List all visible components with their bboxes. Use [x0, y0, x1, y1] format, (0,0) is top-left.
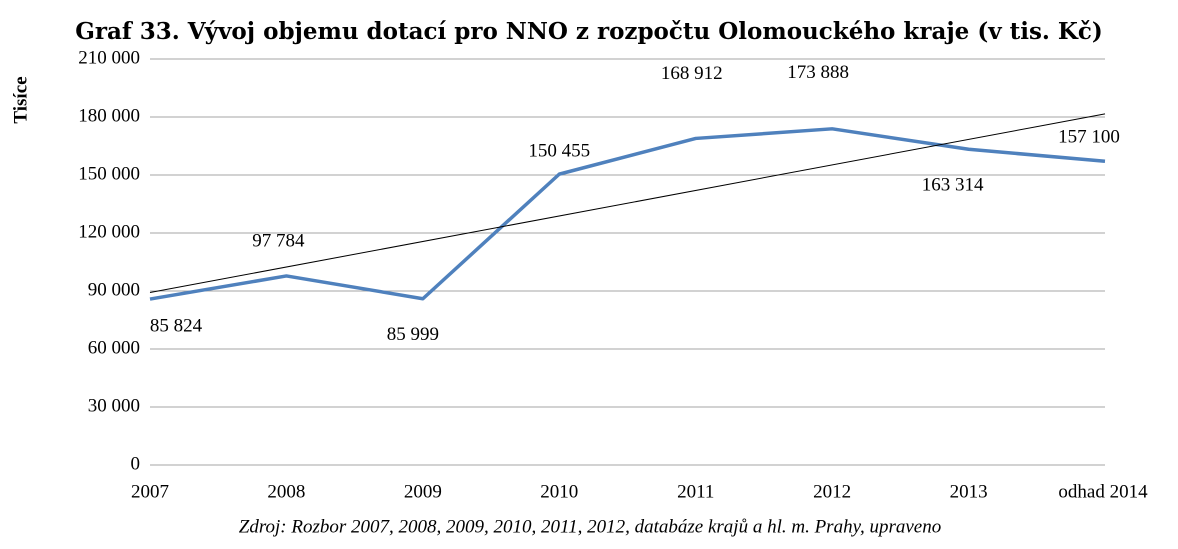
y-tick-label: 30 000 [88, 395, 140, 416]
x-tick-label: 2011 [677, 481, 714, 502]
x-tick-label: 2007 [131, 481, 169, 502]
x-tick-label: 2013 [950, 481, 988, 502]
y-tick-label: 210 000 [78, 47, 140, 68]
y-tick-label: 90 000 [88, 279, 140, 300]
chart-title: Graf 33. Vývoj objemu dotací pro NNO z r… [75, 18, 1103, 45]
y-tick-label: 150 000 [78, 163, 140, 184]
x-tick-label: odhad 2014 [1058, 481, 1148, 502]
data-label: 173 888 [787, 62, 849, 83]
data-label: 157 100 [1058, 127, 1120, 148]
data-label: 168 912 [661, 63, 723, 84]
data-label: 163 314 [922, 175, 984, 196]
y-tick-label: 60 000 [88, 337, 140, 358]
source-note: Zdroj: Rozbor 2007, 2008, 2009, 2010, 20… [239, 516, 941, 537]
trendline [149, 113, 1106, 294]
y-tick-label: 0 [131, 453, 141, 474]
y-axis-label: Tisíce [10, 76, 31, 123]
x-tick-label: 2012 [813, 481, 851, 502]
data-label: 85 824 [150, 315, 203, 336]
y-tick-label: 180 000 [78, 105, 140, 126]
x-tick-label: 2009 [404, 481, 442, 502]
x-tick-label: 2008 [267, 481, 305, 502]
data-label: 97 784 [252, 230, 305, 251]
x-tick-label: 2010 [540, 481, 578, 502]
data-label: 150 455 [528, 140, 590, 161]
data-line [149, 127, 1106, 301]
y-tick-label: 120 000 [78, 221, 140, 242]
data-label: 85 999 [387, 324, 439, 345]
